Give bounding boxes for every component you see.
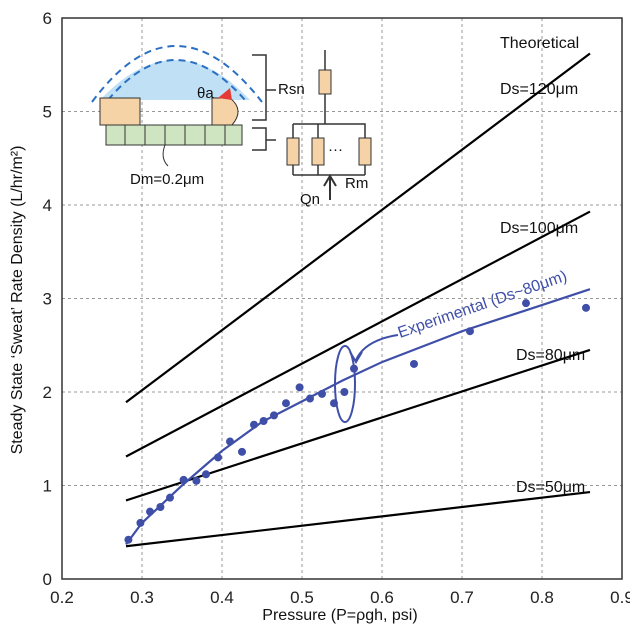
angle-mark xyxy=(218,88,232,100)
data-point xyxy=(166,493,174,502)
membrane xyxy=(105,124,243,146)
inset-diagram: θa Rsn Dm=0.2μm Qn Rm ··· xyxy=(91,45,372,208)
data-point xyxy=(330,399,338,408)
y-tick-label: 1 xyxy=(43,477,52,496)
plot-frame xyxy=(61,17,623,580)
series-line xyxy=(125,288,591,546)
circuit-wire xyxy=(292,50,366,176)
data-point xyxy=(282,399,290,408)
data-point xyxy=(466,327,474,336)
data-point xyxy=(214,453,222,462)
resistor xyxy=(286,137,300,166)
data-point xyxy=(156,503,165,512)
x-axis-title: Pressure (P=ρgh, psi) xyxy=(262,607,417,624)
series-line xyxy=(125,52,591,404)
data-point xyxy=(192,476,201,485)
data-point xyxy=(318,389,326,398)
data-point xyxy=(226,437,234,446)
bracket xyxy=(252,54,276,121)
x-tick-label: 0.9 xyxy=(610,588,630,607)
data-point xyxy=(238,447,246,456)
series-label: Ds=120μm xyxy=(500,81,578,98)
data-point xyxy=(136,518,145,527)
membrane-pores xyxy=(124,125,226,145)
y-axis-title: Steady State ‘Sweat’ Rate Density (L/hr/… xyxy=(9,146,26,455)
data-point xyxy=(350,364,358,373)
inset-label: Rm xyxy=(345,175,368,192)
y-tick-label: 4 xyxy=(43,196,52,215)
x-tick-label: 0.3 xyxy=(130,588,154,607)
inset-label: ··· xyxy=(328,141,343,158)
y-tick-label: 0 xyxy=(43,570,52,589)
series-label: Ds=100μm xyxy=(500,220,578,237)
inset-label: Rsn xyxy=(278,81,305,98)
x-tick-label: 0.5 xyxy=(290,588,314,607)
inset-label: Dm=0.2μm xyxy=(130,171,204,188)
flow-arrow xyxy=(323,174,337,200)
x-tick-label: 0.6 xyxy=(370,588,394,607)
inset-label: Qn xyxy=(300,191,320,208)
bracket xyxy=(252,127,276,151)
series-line xyxy=(125,490,591,548)
data-point xyxy=(295,383,304,392)
x-tick-label: 0.4 xyxy=(210,588,234,607)
data-point xyxy=(179,475,188,484)
resistor xyxy=(358,137,372,166)
data-point xyxy=(340,388,349,396)
data-point xyxy=(146,507,154,516)
series-label: Ds=80μm xyxy=(516,347,585,364)
y-tick-label: 2 xyxy=(43,383,52,402)
x-tick-label: 0.8 xyxy=(530,588,554,607)
data-point xyxy=(270,411,278,420)
resistor xyxy=(311,137,325,166)
x-tick-label: 0.2 xyxy=(50,588,74,607)
data-point xyxy=(202,470,210,479)
data-point xyxy=(582,303,590,312)
data-point xyxy=(250,420,258,429)
series-label: Ds=50μm xyxy=(516,479,585,496)
resistor xyxy=(318,69,332,95)
x-tick-label: 0.7 xyxy=(450,588,474,607)
series-line xyxy=(125,210,591,458)
y-tick-label: 5 xyxy=(43,103,52,122)
data-point xyxy=(522,299,530,308)
y-tick-label: 3 xyxy=(43,290,52,309)
arrow xyxy=(349,334,399,364)
pointer xyxy=(162,144,169,167)
pillar xyxy=(211,97,239,126)
data-point xyxy=(124,535,133,544)
inset-label: θa xyxy=(197,85,214,102)
y-tick-label: 6 xyxy=(43,9,52,28)
data-point xyxy=(306,394,314,403)
droplet xyxy=(100,60,250,100)
data-point xyxy=(410,359,418,368)
annotation: Theoretical xyxy=(500,35,579,52)
pillar xyxy=(99,97,141,126)
data-point xyxy=(259,416,268,425)
